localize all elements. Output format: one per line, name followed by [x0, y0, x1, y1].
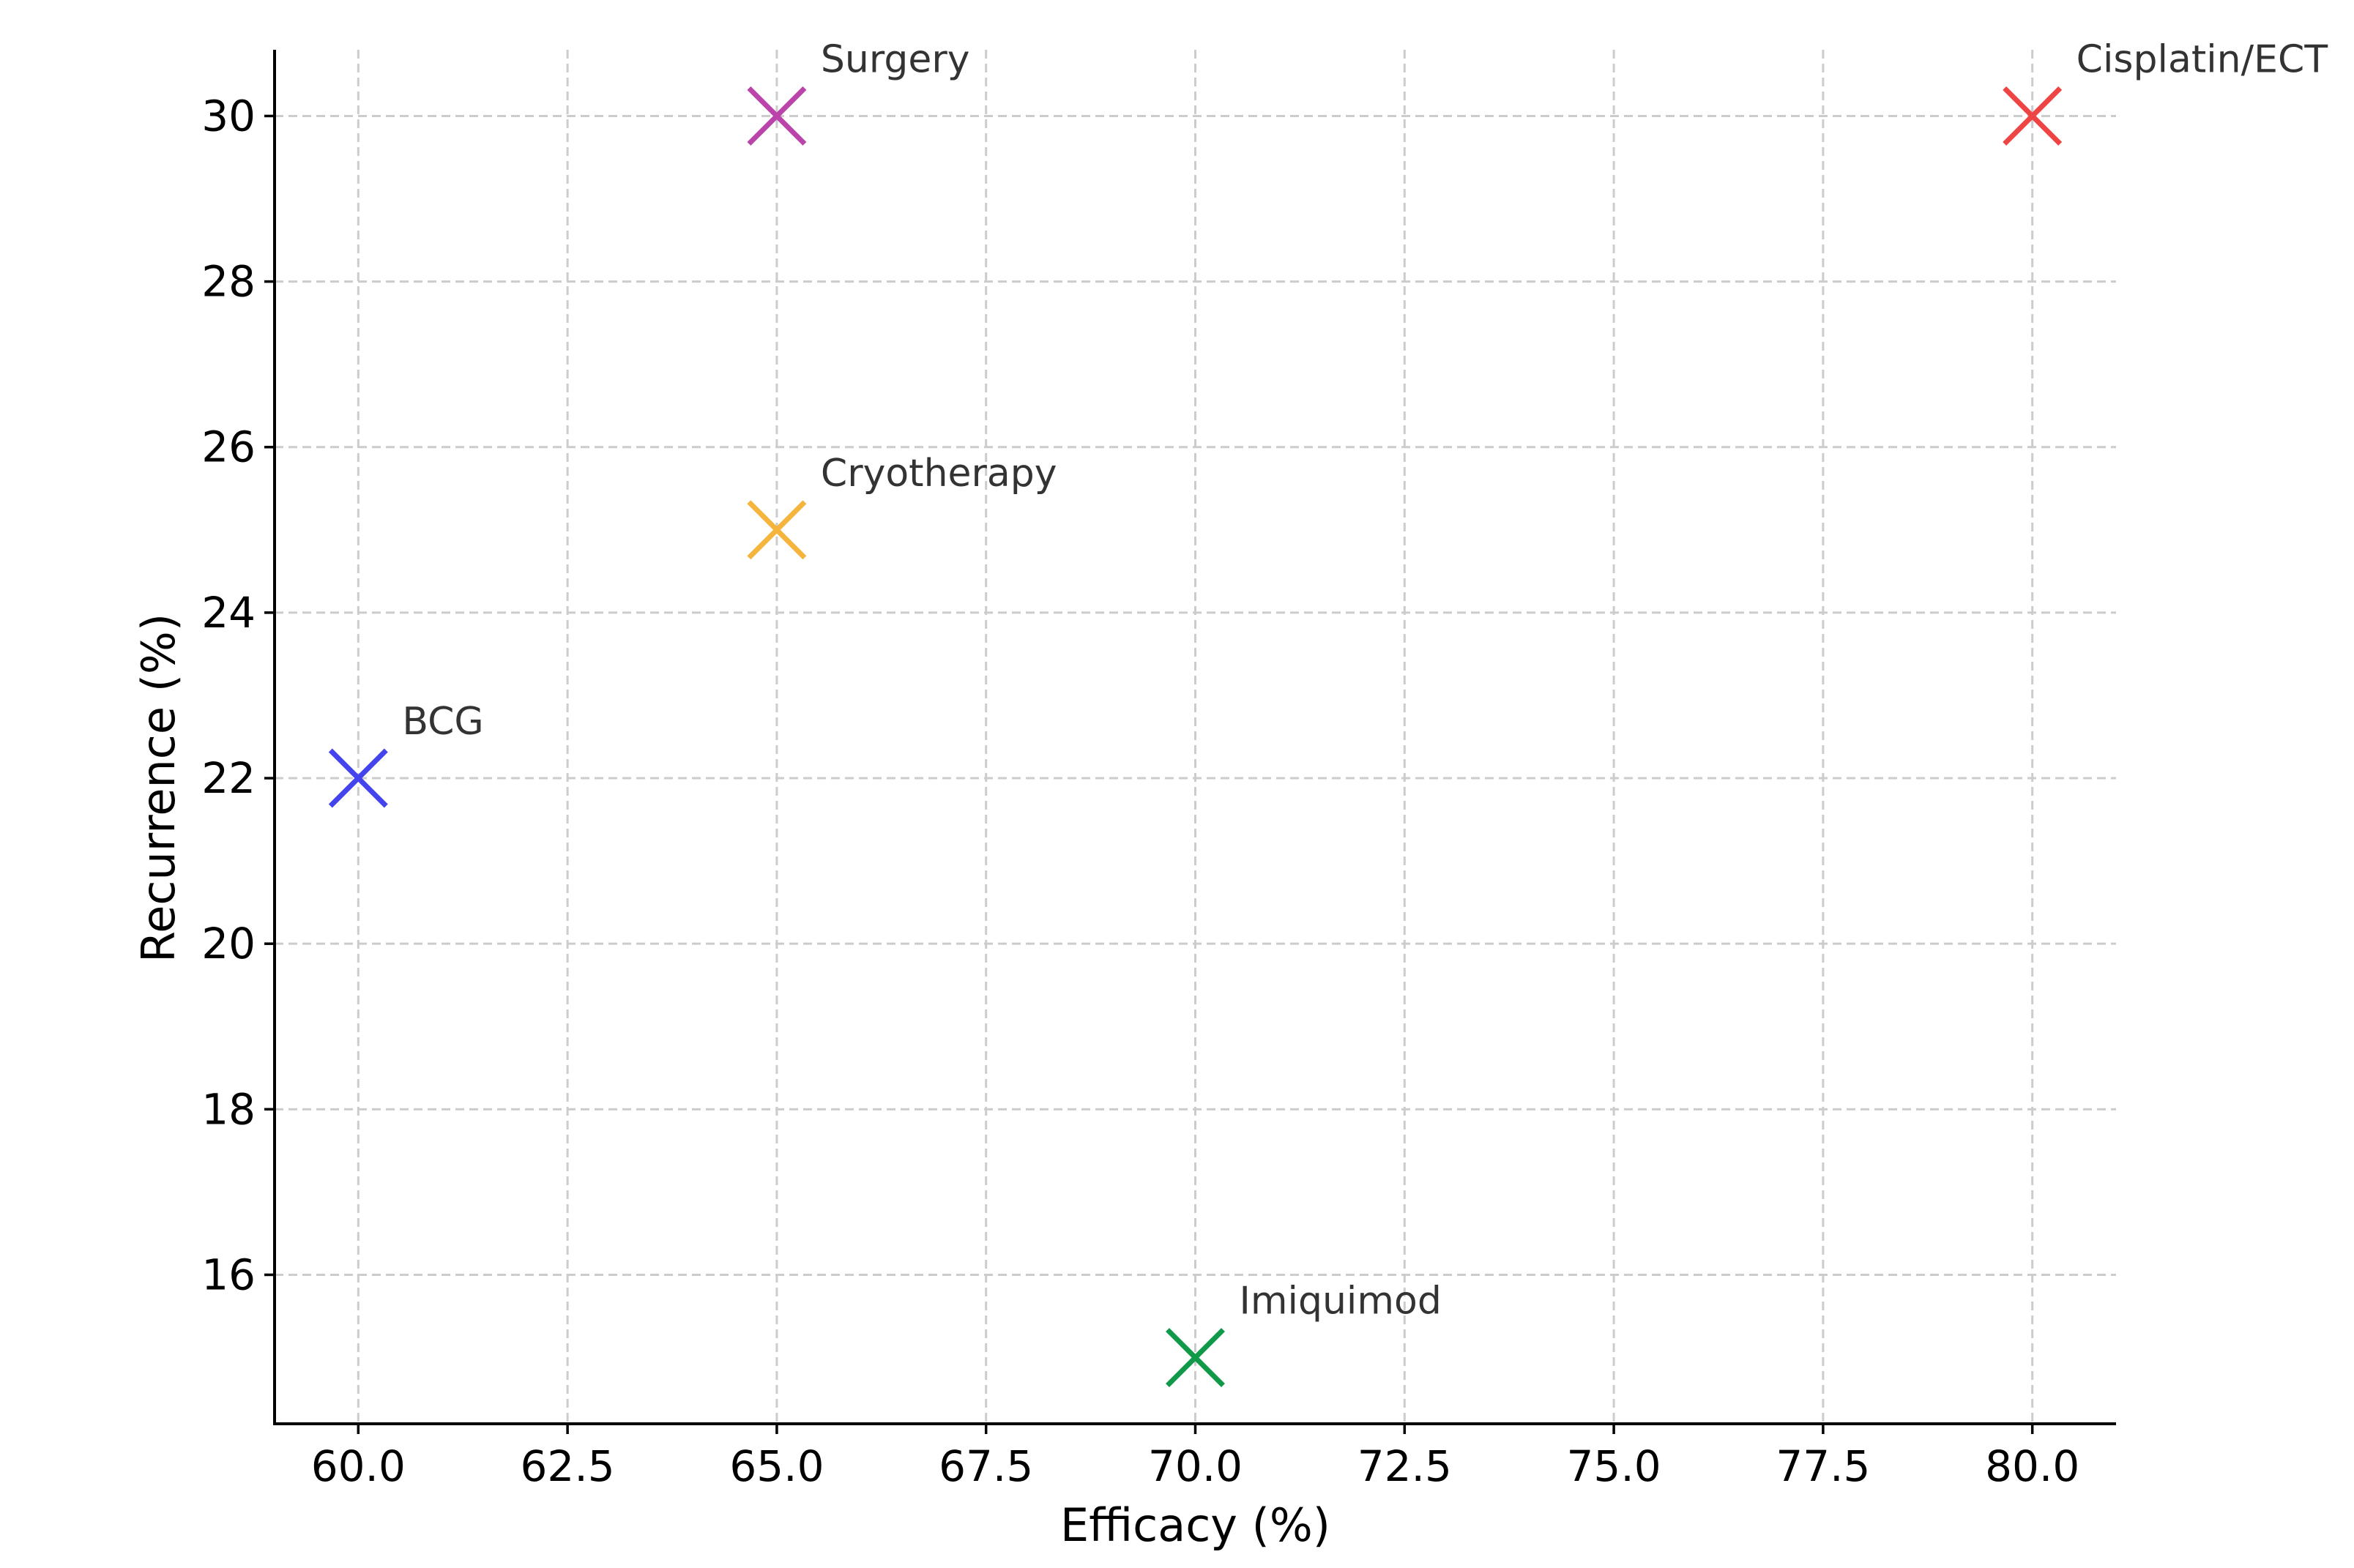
point-label: Imiquimod	[1240, 1280, 1442, 1324]
point-label: BCG	[402, 700, 483, 744]
y-tick-label: 30	[201, 91, 256, 141]
y-tick-label: 20	[201, 919, 256, 968]
point-marker	[1166, 1328, 1225, 1388]
point-marker	[747, 500, 807, 560]
x-tick-label: 77.5	[1776, 1441, 1870, 1491]
x-tick-label: 70.0	[1148, 1441, 1243, 1491]
marker-stroke	[328, 748, 388, 808]
point-label: Cisplatin/ECT	[2076, 37, 2328, 81]
marker-stroke	[747, 500, 807, 560]
x-tick-label: 62.5	[521, 1441, 615, 1491]
marker-stroke	[747, 86, 807, 146]
ticks: 60.0 62.5 65.0 67.5 70.0 72.5 75.0 77.5 80.0 16 18…	[201, 91, 2079, 1491]
y-tick-label: 18	[201, 1084, 256, 1134]
point-label: Surgery	[821, 37, 970, 81]
point-label: Cryotherapy	[821, 452, 1057, 496]
grid	[275, 50, 2116, 1424]
y-tick-label: 16	[201, 1250, 256, 1299]
x-tick-label: 67.5	[939, 1441, 1033, 1491]
y-tick-label: 24	[201, 588, 256, 638]
x-tick-label: 65.0	[729, 1441, 824, 1491]
point-marker	[2003, 86, 2063, 146]
point-marker	[328, 748, 388, 808]
x-axis-title: Efficacy (%)	[1060, 1498, 1330, 1552]
x-tick-label: 72.5	[1357, 1441, 1452, 1491]
x-tick-label: 75.0	[1567, 1441, 1661, 1491]
y-tick-label: 26	[201, 422, 256, 472]
y-tick-label: 28	[201, 257, 256, 307]
point-marker	[747, 86, 807, 146]
x-tick-label: 80.0	[1985, 1441, 2079, 1491]
y-axis-title: Recurrence (%)	[132, 613, 185, 963]
y-tick-label: 22	[201, 753, 256, 803]
marker-stroke	[1166, 1328, 1225, 1388]
point-labels: Surgery Cisplatin/ECT Cryotherapy BCG Imiqui…	[402, 37, 2328, 1323]
data-points	[328, 86, 2063, 1388]
marker-stroke	[2003, 86, 2063, 146]
x-tick-label: 60.0	[311, 1441, 406, 1491]
